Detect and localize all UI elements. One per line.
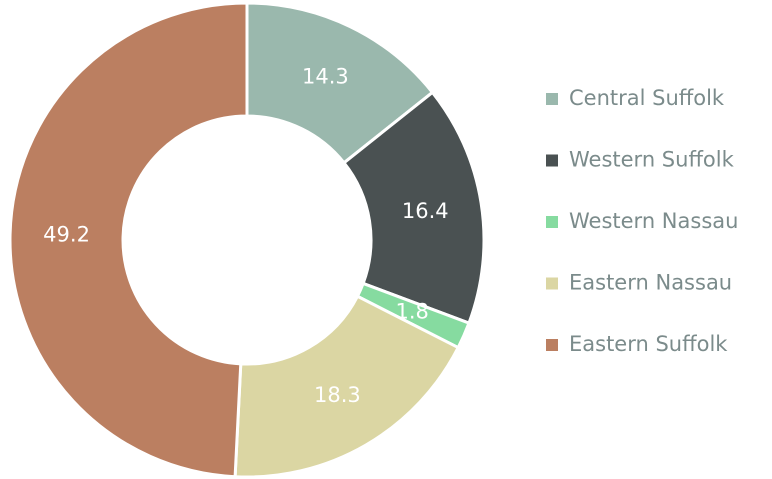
legend-label: Western Nassau	[569, 209, 738, 233]
slice-label: 14.3	[302, 64, 349, 88]
slice-label: 49.2	[43, 222, 90, 246]
slice	[233, 294, 461, 479]
legend-swatch	[546, 93, 558, 105]
legend-label: Eastern Nassau	[569, 271, 732, 295]
slice-label: 18.3	[314, 383, 361, 407]
legend-swatch	[546, 154, 558, 167]
legend-label: Western Suffolk	[569, 148, 735, 172]
slice-label: 16.4	[402, 199, 449, 223]
legend-label: Eastern Suffolk	[569, 332, 728, 356]
legend-swatch	[546, 216, 558, 228]
slice	[8, 1, 249, 479]
legend-label: Central Suffolk	[569, 86, 725, 110]
legend-swatch	[546, 277, 558, 290]
slice	[341, 90, 486, 326]
legend-swatch	[546, 339, 558, 351]
